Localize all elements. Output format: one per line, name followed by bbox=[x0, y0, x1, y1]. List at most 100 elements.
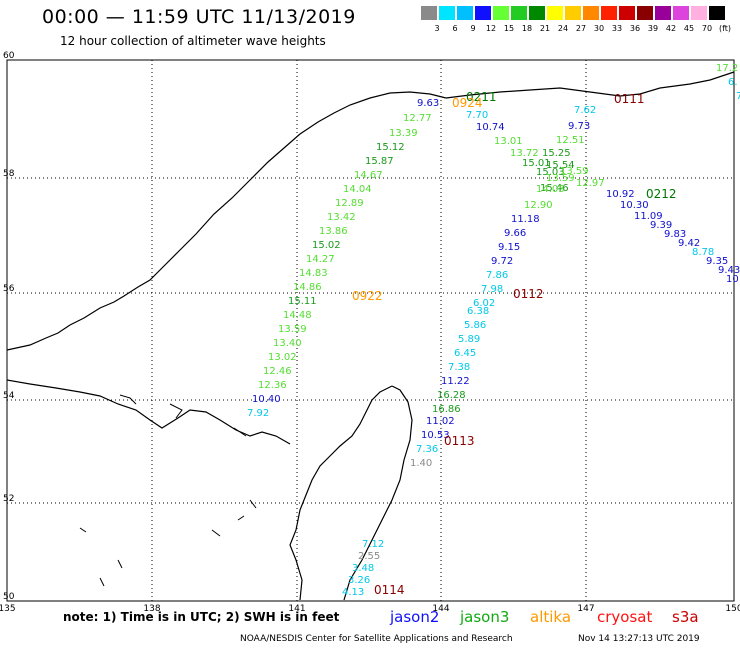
wave-height-value: 11.22 bbox=[441, 376, 470, 387]
pass-time-label: 0111 bbox=[614, 92, 645, 106]
scale-swatch bbox=[457, 6, 473, 20]
wave-height-value: 7.98 bbox=[481, 284, 503, 295]
wave-height-value: 15.03 bbox=[536, 167, 565, 178]
wave-height-value: 9.73 bbox=[568, 121, 590, 132]
wave-height-value: 10 bbox=[726, 274, 739, 285]
scale-swatch bbox=[601, 6, 617, 20]
scale-swatch bbox=[709, 6, 725, 20]
scale-label: 6 bbox=[452, 24, 458, 33]
scale-swatch bbox=[421, 6, 437, 20]
wave-height-value: 17.2 bbox=[716, 63, 738, 74]
scale-swatch bbox=[619, 6, 635, 20]
wave-height-value: 9.15 bbox=[498, 242, 520, 253]
pass-time-label: 0211 bbox=[466, 90, 497, 104]
wave-height-value: 15.87 bbox=[365, 156, 394, 167]
wave-height-value: 3.48 bbox=[352, 563, 374, 574]
wave-height-value: 1.40 bbox=[410, 458, 432, 469]
scale-swatch bbox=[529, 6, 545, 20]
wave-height-value: 6.45 bbox=[454, 348, 476, 359]
wave-height-value: 13.39 bbox=[389, 128, 418, 139]
wave-height-value: 13.86 bbox=[319, 226, 348, 237]
wave-height-value: 13.72 bbox=[510, 148, 539, 159]
wave-height-value: 15.12 bbox=[376, 142, 405, 153]
latitude-label: 52 bbox=[3, 494, 14, 504]
wave-height-value: 8.78 bbox=[692, 247, 714, 258]
wave-height-value: 4.13 bbox=[342, 587, 364, 598]
wave-height-value: 9.66 bbox=[504, 228, 526, 239]
wave-height-value: 14.04 bbox=[343, 184, 372, 195]
wave-height-value: 9.42 bbox=[678, 238, 700, 249]
wave-height-value: 11.18 bbox=[511, 214, 540, 225]
scale-label: 42 bbox=[665, 24, 677, 33]
wave-height-value: 2.55 bbox=[358, 551, 380, 562]
coastline-okhotsk-bay bbox=[6, 379, 291, 445]
wave-height-value: 16.86 bbox=[432, 404, 461, 415]
scale-label: 27 bbox=[575, 24, 587, 33]
pass-time-label: 0112 bbox=[513, 287, 544, 301]
wave-height-value: 7.38 bbox=[448, 362, 470, 373]
wave-height-value: 15.01 bbox=[522, 158, 551, 169]
pass-time-label: 0212 bbox=[646, 187, 677, 201]
scale-swatch bbox=[673, 6, 689, 20]
wave-height-value: 15.54 bbox=[546, 160, 575, 171]
wave-height-value: 15.02 bbox=[312, 240, 341, 251]
scale-swatch bbox=[583, 6, 599, 20]
wave-height-value: 14.86 bbox=[293, 282, 322, 293]
wave-height-value: 15.46 bbox=[540, 183, 569, 194]
longitude-label: 141 bbox=[288, 604, 305, 614]
wave-height-value: 6.38 bbox=[467, 306, 489, 317]
wave-height-value: 7.12 bbox=[362, 539, 384, 550]
wave-height-value: 7.36 bbox=[416, 444, 438, 455]
wave-height-value: 13.40 bbox=[273, 338, 302, 349]
wave-height-value: 14.83 bbox=[299, 268, 328, 279]
coastline-sakhalin-west bbox=[289, 385, 393, 601]
wave-height-value: 9.39 bbox=[650, 220, 672, 231]
wave-height-value: 14.03 bbox=[536, 184, 565, 195]
scale-swatch bbox=[475, 6, 491, 20]
wave-height-value: 10.53 bbox=[421, 430, 450, 441]
scale-swatch bbox=[565, 6, 581, 20]
wave-height-value: 3.26 bbox=[348, 575, 370, 586]
wave-height-value: 12.36 bbox=[258, 380, 287, 391]
wave-height-value: 7.70 bbox=[466, 110, 488, 121]
scale-swatch bbox=[655, 6, 671, 20]
scale-label: 33 bbox=[611, 24, 623, 33]
wave-height-value: 13.59 bbox=[560, 166, 589, 177]
scale-label: 3 bbox=[434, 24, 440, 33]
wave-height-value: 7 bbox=[736, 91, 740, 102]
map-frame bbox=[6, 59, 735, 602]
wave-height-value: 12.89 bbox=[335, 198, 364, 209]
wave-height-value: 10.40 bbox=[252, 394, 281, 405]
map-subtitle: 12 hour collection of altimeter wave hei… bbox=[60, 34, 326, 48]
wave-height-value: 6. bbox=[728, 77, 738, 88]
wave-height-value: 15.11 bbox=[288, 296, 317, 307]
wave-height-value: 14.27 bbox=[306, 254, 335, 265]
footer-note: note: 1) Time is in UTC; 2) SWH is in fe… bbox=[63, 610, 340, 624]
wave-height-value: 14.67 bbox=[354, 170, 383, 181]
wave-height-value: 13.59 bbox=[546, 173, 575, 184]
scale-swatch bbox=[691, 6, 707, 20]
wave-height-value: 14.48 bbox=[283, 310, 312, 321]
satellite-legend-cryosat: cryosat bbox=[597, 608, 653, 626]
latitude-label: 56 bbox=[3, 284, 15, 294]
scale-swatch bbox=[439, 6, 455, 20]
coastline-islands bbox=[79, 394, 257, 587]
satellite-legend-jason3: jason3 bbox=[460, 608, 510, 626]
wave-height-value: 16.28 bbox=[437, 390, 466, 401]
wave-height-value: 12.51 bbox=[556, 135, 585, 146]
wave-height-value: 5.89 bbox=[458, 334, 480, 345]
latitude-label: 54 bbox=[3, 391, 15, 401]
wave-height-value: 6.02 bbox=[473, 298, 495, 309]
scale-label: 36 bbox=[629, 24, 641, 33]
longitude-label: 144 bbox=[432, 604, 449, 614]
latitude-label: 60 bbox=[3, 51, 15, 61]
latitude-label: 58 bbox=[3, 169, 15, 179]
scale-label: 9 bbox=[470, 24, 476, 33]
longitude-label: 150 bbox=[725, 604, 740, 614]
wave-height-value: 13.02 bbox=[268, 352, 297, 363]
wave-height-value: 7.86 bbox=[486, 270, 508, 281]
longitude-label: 138 bbox=[143, 604, 160, 614]
wave-height-value: 13.01 bbox=[494, 136, 523, 147]
scale-swatch bbox=[511, 6, 527, 20]
